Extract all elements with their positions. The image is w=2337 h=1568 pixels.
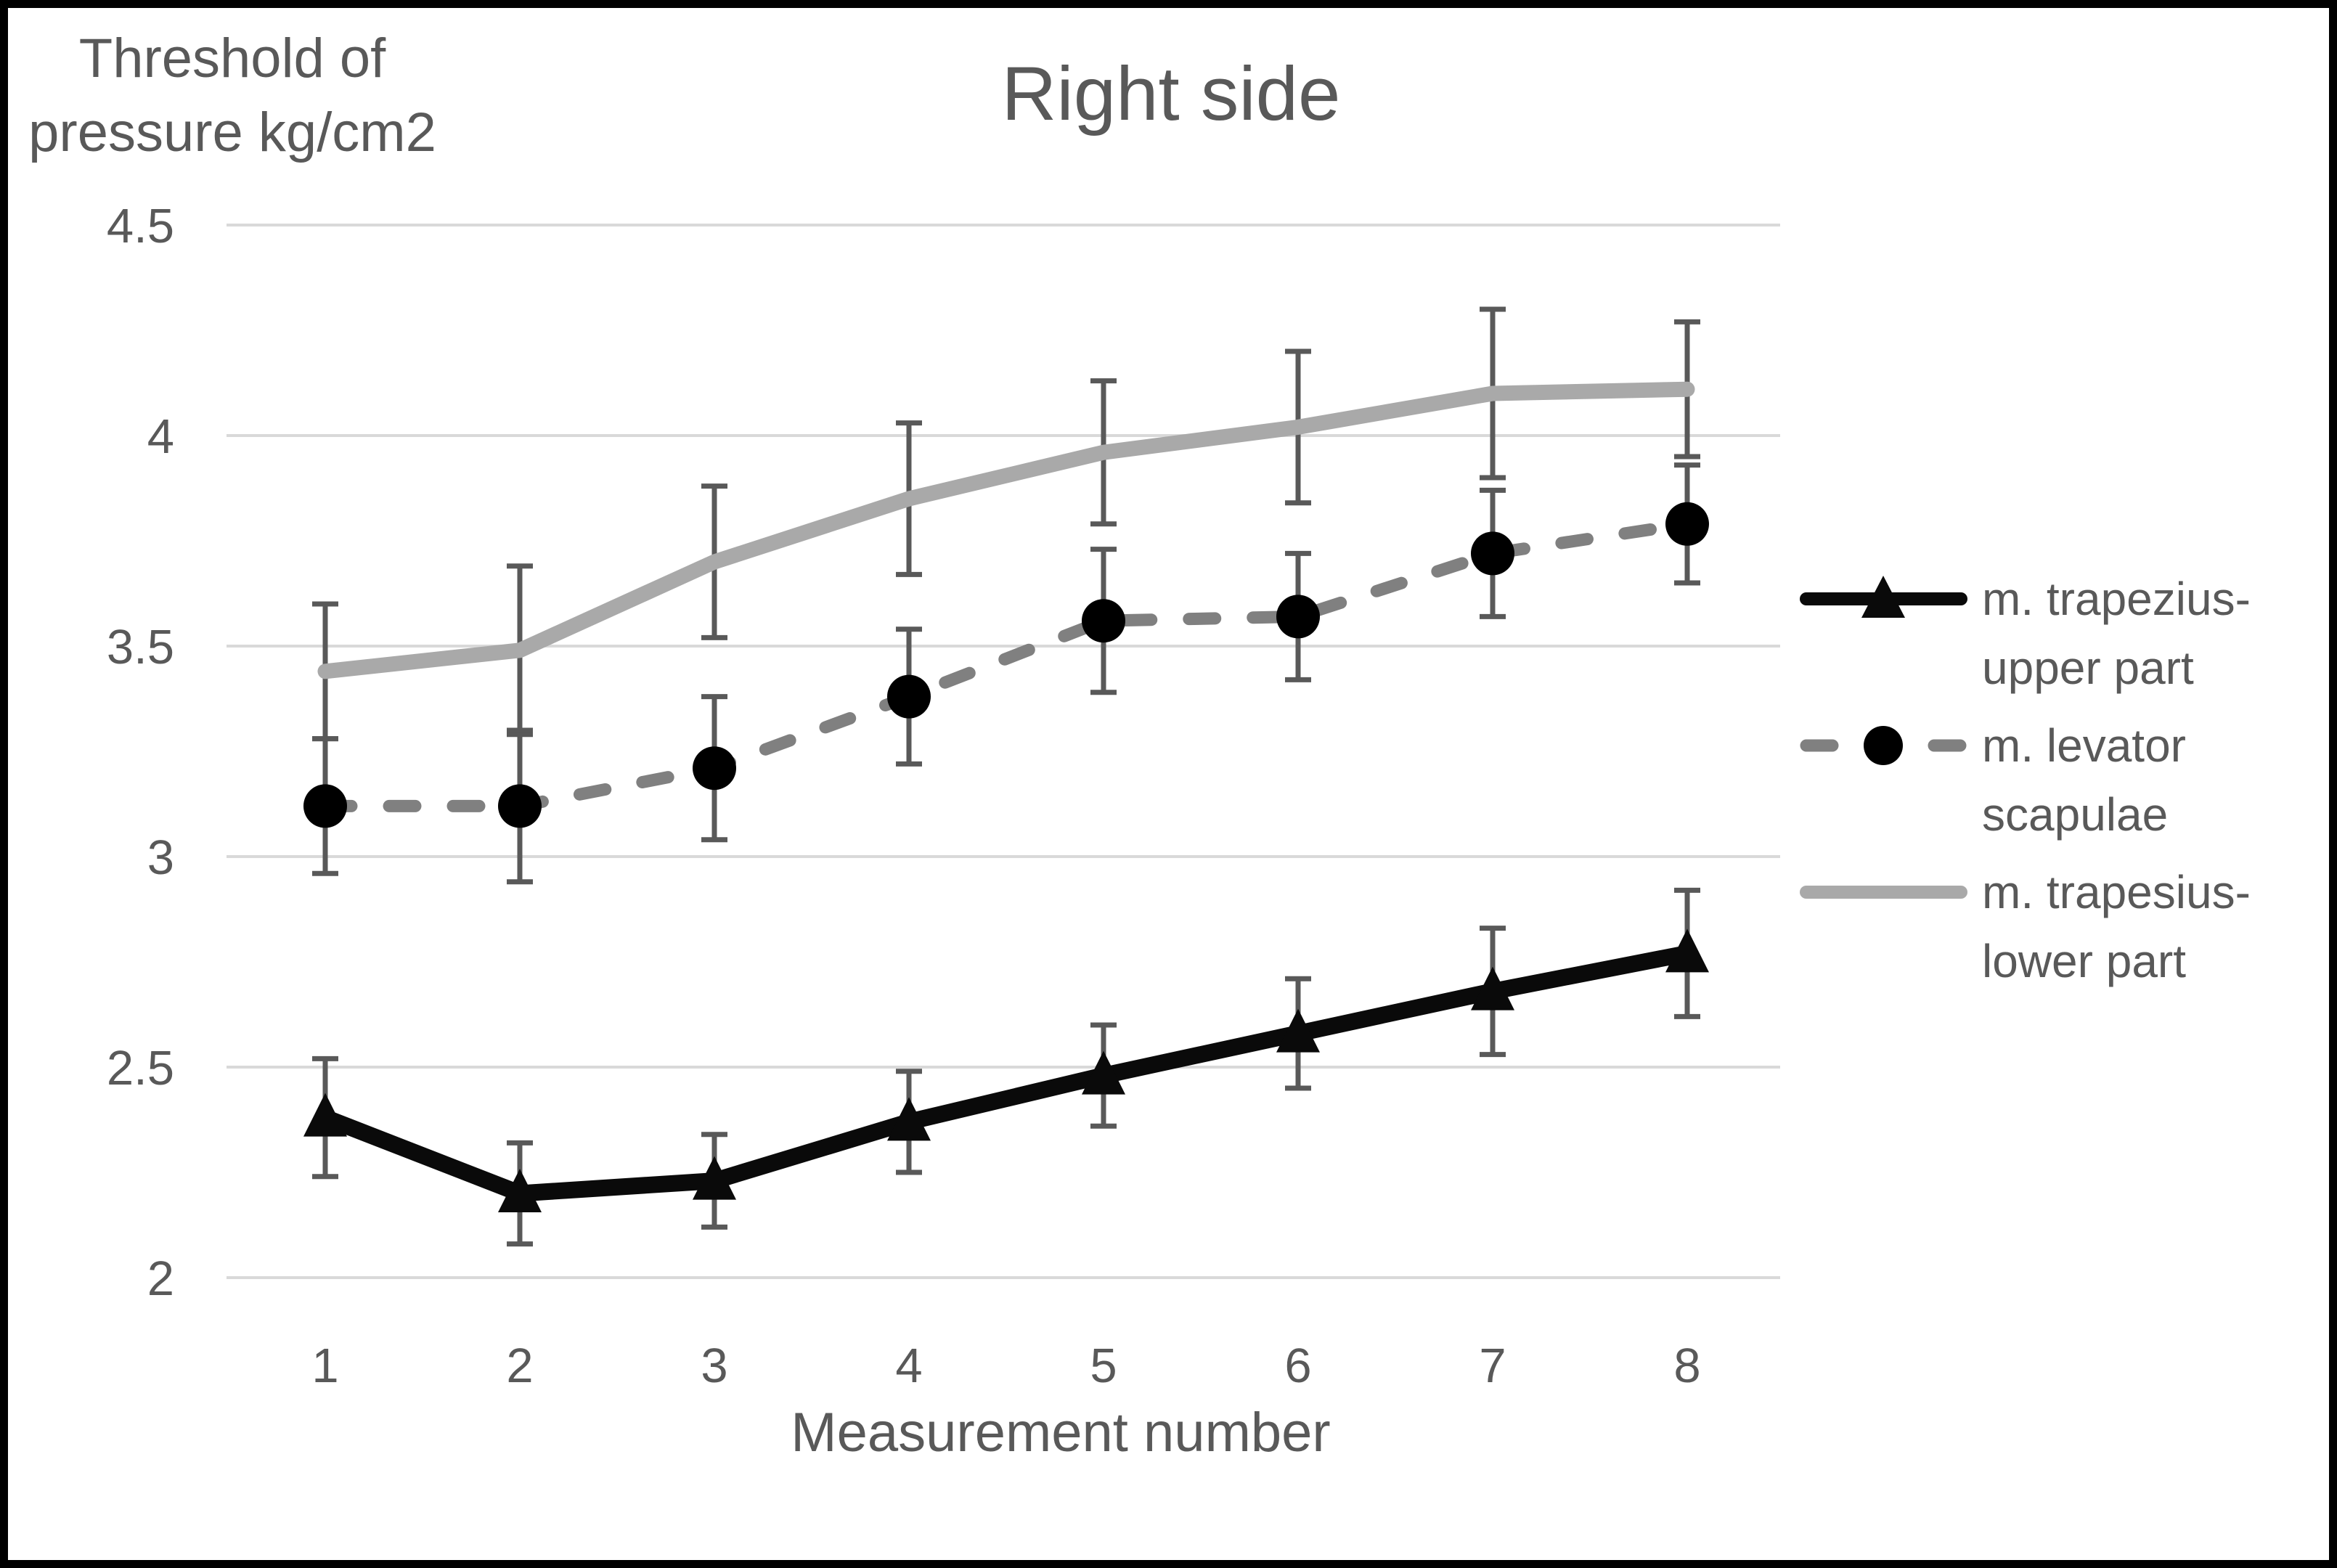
triangle-marker — [693, 1156, 736, 1200]
legend-sample-solid-line — [1800, 576, 1967, 618]
legend-entry: m. trapesius-lower part — [1800, 858, 2251, 996]
circle-marker — [1276, 595, 1320, 639]
circle-icon — [1864, 726, 1903, 765]
legend-label: m. trapesius-lower part — [1982, 858, 2251, 996]
x-tick-label: 3 — [701, 1339, 727, 1393]
circle-marker — [498, 784, 542, 828]
series-line-none — [317, 381, 1695, 679]
y-axis-title: Threshold of pressure kg/cm2 — [28, 22, 436, 170]
x-tick-label: 5 — [1090, 1339, 1117, 1393]
circle-marker — [1665, 502, 1709, 546]
legend-label: m. levator scapulae — [1982, 711, 2186, 849]
circle-marker — [1082, 599, 1125, 643]
legend-entry: m. levator scapulae — [1800, 711, 2251, 849]
legend-label-line: m. trapesius- — [1982, 866, 2251, 918]
triangle-marker — [1276, 1008, 1320, 1053]
chart-title: Right side — [1001, 52, 1341, 136]
series-line-triangle — [317, 944, 1696, 1202]
legend-sample-solid-line — [1800, 886, 1967, 899]
legend-sample-dashed-line — [1800, 726, 1967, 765]
x-tick-label: 8 — [1673, 1339, 1700, 1393]
x-tick-label: 1 — [311, 1339, 338, 1393]
y-tick-label: 4 — [147, 409, 174, 464]
y-tick-label: 2.5 — [107, 1041, 174, 1095]
y-tick-label: 3 — [147, 830, 174, 885]
x-tick-label: 6 — [1284, 1339, 1311, 1393]
x-tick-label: 4 — [895, 1339, 922, 1393]
triangle-marker — [1082, 1050, 1125, 1095]
legend-entry: m. trapezius-upper part — [1800, 565, 2251, 703]
y-tick-label: 2 — [147, 1251, 174, 1306]
legend-label-line: upper part — [1982, 642, 2194, 694]
legend: m. trapezius-upper part m. levator scapula… — [1800, 565, 2251, 996]
circle-marker — [303, 784, 347, 828]
triangle-marker — [498, 1169, 542, 1212]
legend-label: m. trapezius-upper part — [1982, 565, 2251, 703]
y-tick-label: 3.5 — [107, 620, 174, 674]
legend-label-line: lower part — [1982, 935, 2186, 987]
x-tick-label: 7 — [1479, 1339, 1506, 1393]
series-line-circle — [319, 518, 1694, 812]
x-axis-title: Measurement number — [791, 1402, 1331, 1463]
y-tick-label: 4.5 — [107, 199, 174, 253]
legend-label-line: m. trapezius- — [1982, 573, 2251, 625]
triangle-marker — [1471, 966, 1514, 1010]
y-axis-title-line1: Threshold of — [78, 28, 386, 89]
circle-marker — [693, 746, 736, 791]
triangle-marker — [1665, 928, 1709, 973]
x-tick-label: 2 — [506, 1339, 533, 1393]
legend-label-line: m. levator — [1982, 719, 2186, 772]
triangle-marker — [887, 1097, 931, 1141]
triangle-marker — [303, 1093, 347, 1137]
y-axis-title-line2: pressure kg/cm2 — [28, 102, 436, 163]
circle-marker — [887, 674, 931, 719]
legend-label-line: scapulae — [1982, 788, 2169, 841]
circle-marker — [1471, 531, 1514, 576]
triangle-icon — [1861, 576, 1905, 618]
